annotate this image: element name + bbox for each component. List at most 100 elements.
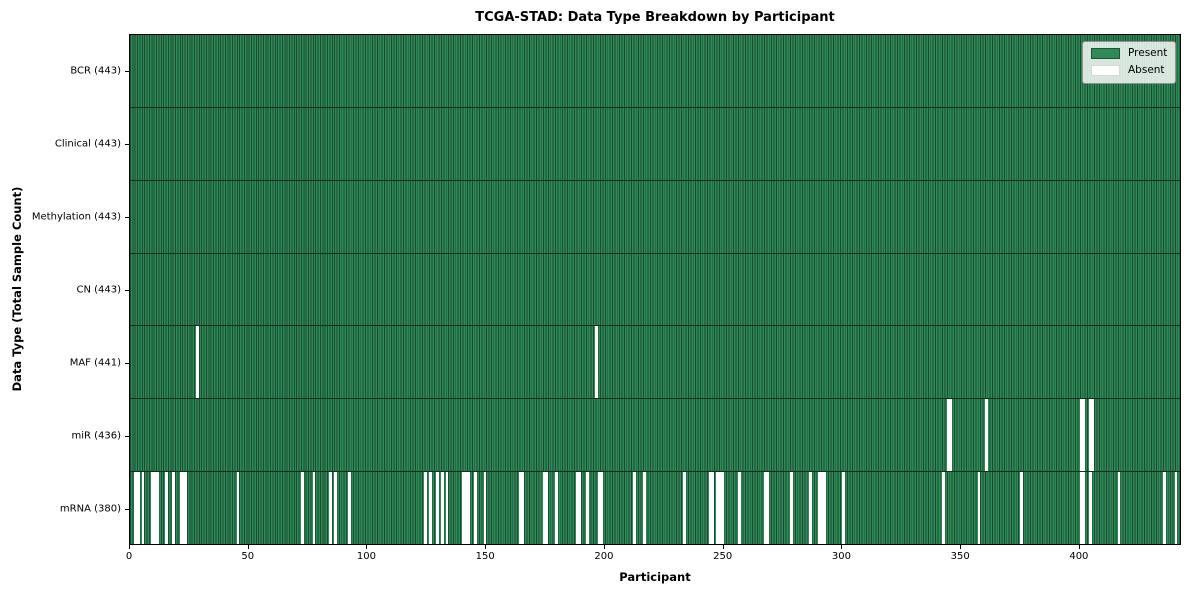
absent-mark xyxy=(977,472,981,545)
absent-mark xyxy=(585,472,589,545)
chart-title: TCGA-STAD: Data Type Breakdown by Partic… xyxy=(475,10,835,25)
absent-mark xyxy=(642,472,646,545)
absent-mark xyxy=(1174,472,1178,545)
y-tick-label-MAF: MAF (441) xyxy=(69,357,121,368)
absent-mark xyxy=(155,472,159,545)
x-tick-mark xyxy=(841,545,843,549)
x-tick-label: 250 xyxy=(713,551,733,562)
absent-mark xyxy=(766,472,770,545)
y-tick-label-CN: CN (443) xyxy=(76,284,121,295)
absent-mark xyxy=(597,472,601,545)
absent-mark xyxy=(542,472,546,545)
absent-mark xyxy=(823,472,827,545)
absent-mark xyxy=(329,472,333,545)
y-tick-mark xyxy=(125,143,129,145)
heatmap-row-Methylation xyxy=(130,180,1180,254)
absent-mark xyxy=(818,472,822,545)
absent-mark xyxy=(474,472,477,545)
absent-mark xyxy=(721,472,724,545)
heatmap-row-CN xyxy=(130,253,1180,327)
absent-mark xyxy=(165,472,169,545)
x-tick-label: 400 xyxy=(1069,551,1089,562)
legend-item-present: Present xyxy=(1091,47,1167,60)
absent-mark xyxy=(946,399,950,472)
absent-mark xyxy=(1079,472,1083,545)
x-tick-mark xyxy=(129,545,130,549)
absent-mark xyxy=(709,472,713,545)
heatmap-row-MAF xyxy=(130,326,1180,400)
absent-mark xyxy=(711,472,715,545)
x-tick-mark xyxy=(247,545,249,549)
absent-mark xyxy=(436,472,439,545)
absent-mark xyxy=(737,472,741,545)
x-tick-label: 300 xyxy=(831,551,851,562)
absent-mark xyxy=(141,472,145,545)
legend-label: Absent xyxy=(1128,64,1165,76)
x-tick-label: 0 xyxy=(125,551,133,562)
y-tick-labels: BCR (443) Clinical (443) Methylation (443)… xyxy=(0,34,124,545)
x-tick-mark xyxy=(366,545,368,549)
absent-mark xyxy=(808,472,812,545)
absent-mark xyxy=(554,472,558,545)
absent-mark xyxy=(312,472,316,545)
y-tick-mark xyxy=(125,508,129,510)
absent-mark xyxy=(1082,399,1085,472)
legend: Present Absent xyxy=(1082,41,1177,84)
absent-mark xyxy=(1091,399,1095,472)
absent-mark xyxy=(633,472,637,545)
plot-area xyxy=(129,34,1181,545)
y-tick-label-BCR: BCR (443) xyxy=(70,65,121,76)
absent-mark xyxy=(424,472,428,545)
y-tick-mark xyxy=(125,216,129,218)
absent-mark xyxy=(236,472,240,545)
heatmap-row-mRNA xyxy=(130,472,1180,545)
absent-mark xyxy=(181,472,185,545)
absent-mark xyxy=(300,472,304,545)
x-tick-label: 50 xyxy=(241,551,255,562)
x-tick-mark xyxy=(960,545,962,549)
legend-swatch-present xyxy=(1091,48,1120,59)
y-tick-label-miR: miR (436) xyxy=(71,430,121,441)
absent-mark xyxy=(1162,472,1166,545)
absent-mark xyxy=(153,472,157,545)
y-tick-mark xyxy=(125,289,129,291)
legend-label: Present xyxy=(1128,47,1168,59)
absent-mark xyxy=(1089,472,1092,545)
y-tick-label-mRNA: mRNA (380) xyxy=(59,503,121,514)
absent-mark xyxy=(716,472,720,545)
absent-mark xyxy=(1089,399,1092,472)
x-tick-label: 200 xyxy=(594,551,614,562)
absent-mark xyxy=(1082,472,1085,545)
x-tick-mark xyxy=(485,545,487,549)
absent-mark xyxy=(576,472,580,545)
absent-mark xyxy=(1079,399,1083,472)
absent-mark xyxy=(599,472,603,545)
absent-mark xyxy=(179,472,183,545)
y-tick-mark xyxy=(125,362,129,364)
x-tick-mark xyxy=(603,545,605,549)
absent-mark xyxy=(683,472,686,545)
heatmap-row-BCR xyxy=(130,35,1180,108)
absent-mark xyxy=(172,472,176,545)
absent-mark xyxy=(333,472,337,545)
y-tick-mark xyxy=(125,70,129,72)
x-axis-label: Participant xyxy=(619,570,691,584)
absent-mark xyxy=(578,472,582,545)
absent-mark xyxy=(718,472,722,545)
x-tick-label: 150 xyxy=(475,551,495,562)
absent-mark xyxy=(440,472,444,545)
absent-mark xyxy=(545,472,549,545)
absent-mark xyxy=(941,472,945,545)
absent-mark xyxy=(595,326,599,399)
absent-mark xyxy=(820,472,824,545)
absent-mark xyxy=(949,399,952,472)
absent-mark xyxy=(134,472,138,545)
x-tick-mark xyxy=(1078,545,1080,549)
legend-item-absent: Absent xyxy=(1091,64,1167,77)
heatmap-row-miR xyxy=(130,399,1180,473)
absent-mark xyxy=(1117,472,1121,545)
absent-mark xyxy=(763,472,767,545)
absent-mark xyxy=(519,472,523,545)
absent-mark xyxy=(196,326,200,399)
